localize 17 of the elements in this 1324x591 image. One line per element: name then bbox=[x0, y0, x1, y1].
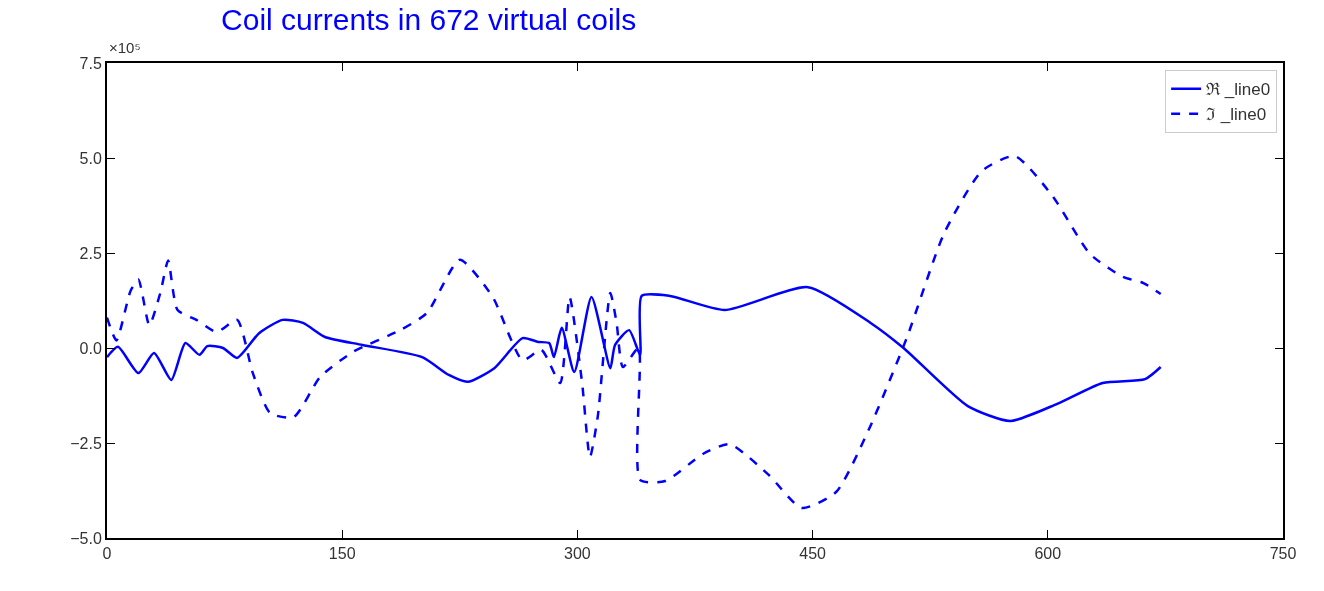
y-tick-label: 7.5 bbox=[79, 54, 102, 72]
legend-label: ℜ _line0 bbox=[1206, 80, 1271, 100]
chart-title: Coil currents in 672 virtual coils bbox=[221, 2, 637, 36]
text: ×10⁵ bbox=[109, 39, 141, 56]
x-tick-label: 600 bbox=[1034, 545, 1062, 563]
y-tick-label: −2.5 bbox=[70, 434, 102, 452]
line-series bbox=[107, 154, 1162, 510]
x-tick-label: 300 bbox=[564, 545, 591, 563]
x-tick-label: 450 bbox=[799, 545, 827, 563]
x-tick-label: 750 bbox=[1269, 545, 1297, 563]
y-tick-label: −5.0 bbox=[70, 529, 102, 547]
x-tick-label: 150 bbox=[328, 545, 356, 563]
x-tick-label: 0 bbox=[102, 545, 112, 563]
y-tick-label: 2.5 bbox=[79, 244, 102, 262]
y-tick-label: 5.0 bbox=[79, 149, 102, 167]
y-tick-label: 0.0 bbox=[79, 339, 102, 357]
legend-label: ℑ _line0 bbox=[1206, 105, 1267, 125]
